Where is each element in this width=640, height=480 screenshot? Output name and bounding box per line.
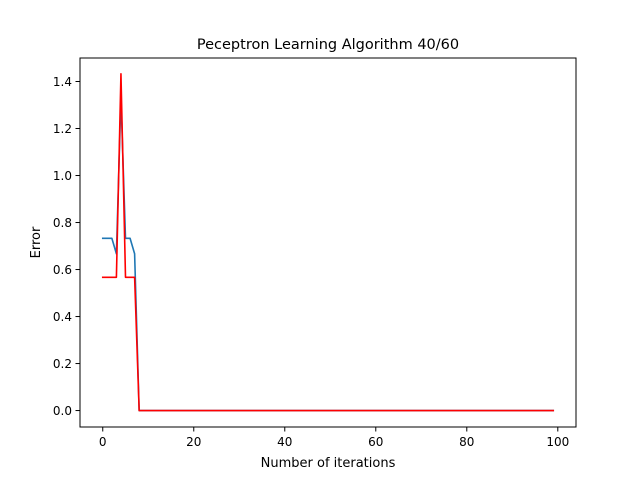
x-axis-label: Number of iterations <box>261 456 396 471</box>
x-tick-label: 100 <box>546 435 569 449</box>
chart-title: Peceptron Learning Algorithm 40/60 <box>197 37 459 53</box>
y-tick-label: 0.0 <box>53 404 72 418</box>
x-tick-label: 40 <box>277 435 292 449</box>
series-line-2 <box>101 72 555 412</box>
axes-layer: 0 20 40 60 80 100 0.0 0.2 0.4 0.6 0.8 1.0 1.2 1.4 <box>53 75 569 449</box>
y-tick-label: 0.8 <box>53 216 72 230</box>
y-tick-label: 0.2 <box>53 357 72 371</box>
x-tick-label: 0 <box>99 435 107 449</box>
y-tick-label: 0.6 <box>53 263 72 277</box>
y-axis-label: Error <box>29 226 44 258</box>
y-tick-label: 1.4 <box>53 75 72 89</box>
x-tick-label: 20 <box>186 435 201 449</box>
plot-frame <box>79 57 577 428</box>
x-tick-label: 60 <box>368 435 383 449</box>
y-tick-label: 0.4 <box>53 310 72 324</box>
series-layer <box>101 72 555 412</box>
y-tick-label: 1.0 <box>53 169 72 183</box>
y-tick-label: 1.2 <box>53 122 72 136</box>
x-tick-label: 80 <box>459 435 474 449</box>
